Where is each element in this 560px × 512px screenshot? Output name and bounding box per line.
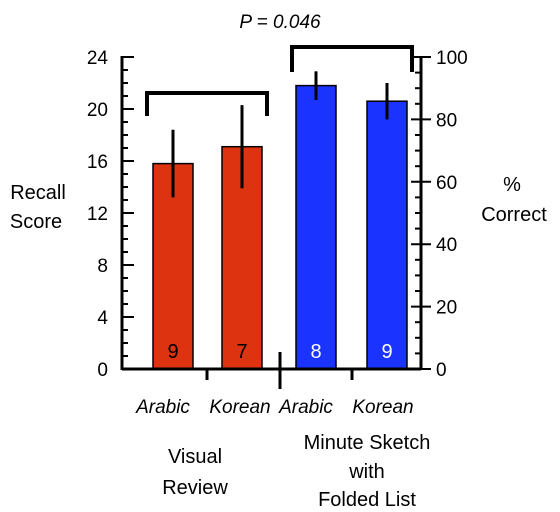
p-value-annotation: P = 0.046 xyxy=(239,12,321,33)
bar-3 xyxy=(295,84,337,370)
bar-count-2: 7 xyxy=(236,341,247,363)
right-tick-label-40: 40 xyxy=(436,235,457,256)
group-label-visual-review-line2: Review xyxy=(162,477,228,499)
group-label-minute-sketch-line1: Minute Sketch xyxy=(304,432,431,454)
group-label-visual-review-line1: Visual xyxy=(168,446,222,468)
right-tick-label-80: 80 xyxy=(436,110,457,131)
right-tick-label-20: 20 xyxy=(436,298,457,319)
bar-count-4: 9 xyxy=(381,341,392,363)
category-label-4: Korean xyxy=(352,397,413,418)
category-label-1: Arabic xyxy=(135,397,190,418)
right-axis-label-line2: Correct xyxy=(481,204,547,226)
left-tick-label-12: 12 xyxy=(87,204,108,225)
category-label-3: Arabic xyxy=(278,397,333,418)
left-axis-label-line2: Score xyxy=(10,211,62,233)
left-tick-label-8: 8 xyxy=(97,256,108,277)
bar-count-1: 9 xyxy=(167,341,178,363)
right-tick-label-100: 100 xyxy=(436,48,468,69)
right-tick-label-0: 0 xyxy=(436,360,447,381)
left-tick-label-16: 16 xyxy=(87,152,108,173)
bar-1 xyxy=(152,162,194,370)
group-label-minute-sketch-line2: with xyxy=(348,461,385,483)
left-tick-label-24: 24 xyxy=(87,48,109,69)
right-axis-label-line1: % xyxy=(503,174,521,196)
left-tick-label-0: 0 xyxy=(97,360,108,381)
group-label-minute-sketch-line3: Folded List xyxy=(318,489,416,511)
left-tick-label-4: 4 xyxy=(97,308,108,329)
bar-count-3: 8 xyxy=(310,341,321,363)
bracket-minute-sketch xyxy=(290,45,414,72)
right-tick-label-60: 60 xyxy=(436,173,457,194)
bracket-visual-review xyxy=(145,91,269,116)
left-axis-label-line1: Recall xyxy=(10,182,66,204)
bar-4 xyxy=(366,100,408,370)
category-label-2: Korean xyxy=(209,397,270,418)
left-tick-label-20: 20 xyxy=(87,100,108,121)
